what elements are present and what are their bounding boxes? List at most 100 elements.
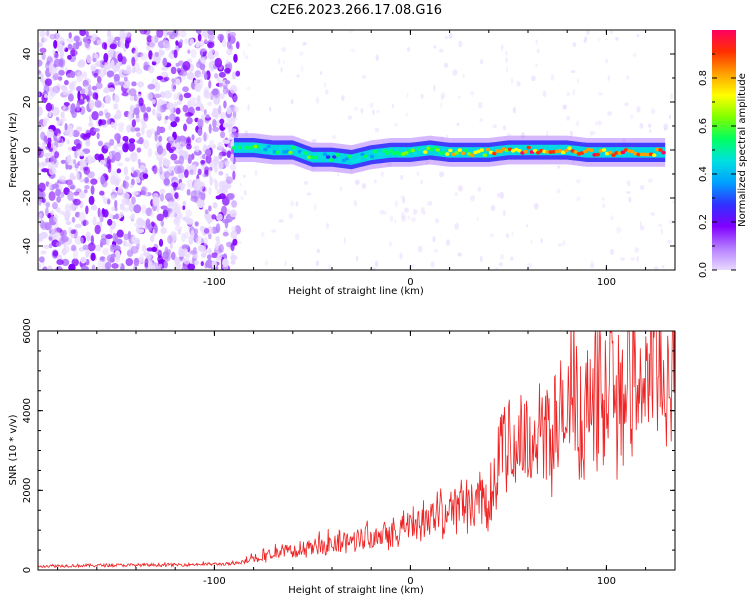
noise-speckle <box>129 95 135 101</box>
noise-speckle <box>112 232 117 243</box>
noise-speckle <box>93 128 100 133</box>
noise-speckle <box>173 102 178 109</box>
spectrogram-panel: -100 0 100 -40 -20 0 20 40 Height of straight l… <box>8 29 676 297</box>
noise-speckle <box>173 160 181 165</box>
noise-speckle <box>133 107 140 116</box>
ridge-point <box>551 149 557 154</box>
noise-speckle <box>203 236 208 246</box>
colorbar-tick-label: 0.6 <box>698 118 709 134</box>
faint-speckle <box>498 262 503 267</box>
noise-speckle <box>44 78 52 87</box>
noise-speckle <box>38 106 43 116</box>
noise-speckle <box>93 72 98 78</box>
noise-speckle <box>128 110 133 116</box>
faint-speckle <box>420 179 423 184</box>
noise-speckle <box>84 85 89 94</box>
x-tick-label: 0 <box>407 277 413 288</box>
x-tick-label: 0 <box>407 576 413 587</box>
noise-speckle <box>191 134 195 141</box>
noise-speckle <box>160 227 167 235</box>
ridge-point <box>416 147 422 151</box>
noise-speckle <box>66 37 74 44</box>
faint-speckle <box>389 241 392 247</box>
faint-speckle <box>391 103 395 109</box>
faint-speckle <box>672 200 675 204</box>
faint-speckle <box>602 203 606 209</box>
noise-speckle <box>184 38 190 45</box>
noise-speckle <box>230 259 236 265</box>
noise-speckle <box>125 257 134 267</box>
noise-speckle <box>187 49 191 54</box>
noise-speckle <box>143 251 149 257</box>
noise-speckle <box>131 119 137 128</box>
noise-speckle <box>197 118 204 129</box>
faint-speckle <box>476 216 479 222</box>
noise-speckle <box>214 73 219 79</box>
noise-speckle <box>179 69 188 77</box>
noise-speckle <box>214 180 219 190</box>
noise-speckle <box>222 86 229 95</box>
noise-speckle <box>187 154 193 165</box>
faint-speckle <box>433 248 438 253</box>
noise-speckle <box>146 44 151 52</box>
ridge-point <box>385 151 390 155</box>
ridge-point <box>263 147 268 152</box>
ridge-point <box>429 147 434 152</box>
noise-speckle <box>158 158 163 167</box>
noise-speckle <box>105 112 111 119</box>
faint-speckle <box>576 120 579 127</box>
noise-speckle <box>180 252 186 258</box>
faint-speckle <box>316 248 320 254</box>
faint-speckle <box>339 186 343 192</box>
faint-speckle <box>416 171 420 177</box>
y-tick-label: -40 <box>22 238 33 254</box>
faint-speckle <box>412 208 418 215</box>
noise-speckle <box>109 151 113 160</box>
faint-speckle <box>439 171 445 178</box>
noise-speckle <box>45 202 51 208</box>
noise-speckle <box>74 163 80 169</box>
noise-speckle <box>104 94 111 104</box>
noise-speckle <box>50 209 55 216</box>
faint-speckle <box>639 225 645 231</box>
noise-speckle <box>123 200 132 206</box>
faint-speckle <box>639 184 645 191</box>
noise-speckle <box>159 165 163 175</box>
noise-speckle <box>203 228 210 234</box>
faint-speckle <box>647 123 652 128</box>
noise-speckle <box>73 35 80 42</box>
noise-speckle <box>211 260 217 269</box>
noise-speckle <box>80 88 86 95</box>
faint-speckle <box>496 192 500 198</box>
noise-speckle <box>196 199 205 208</box>
noise-speckle <box>55 188 61 197</box>
noise-speckle <box>224 80 231 85</box>
noise-speckle <box>214 50 219 57</box>
faint-speckle <box>240 196 244 201</box>
noise-speckle <box>211 214 217 220</box>
noise-speckle <box>99 190 105 196</box>
noise-speckle <box>218 104 222 115</box>
noise-speckle <box>71 80 77 85</box>
ridge-point <box>278 146 284 150</box>
ridge-point <box>332 155 337 159</box>
noise-speckle <box>144 258 149 268</box>
noise-speckle <box>128 215 135 220</box>
noise-speckle <box>109 43 117 50</box>
faint-speckle <box>373 179 377 184</box>
noise-speckle <box>39 30 47 38</box>
faint-speckle <box>661 264 665 269</box>
faint-speckle <box>620 257 626 261</box>
faint-speckle <box>536 48 541 54</box>
faint-speckle <box>406 46 411 52</box>
noise-speckle <box>78 191 86 199</box>
faint-speckle <box>657 223 663 227</box>
faint-speckle <box>479 118 484 122</box>
faint-speckle <box>260 231 265 238</box>
noise-speckle <box>200 191 206 202</box>
noise-speckle <box>79 159 86 166</box>
faint-speckle <box>254 169 258 177</box>
noise-speckle <box>181 233 186 243</box>
colorbar-tick-label: 0.0 <box>698 262 709 278</box>
noise-speckle <box>173 93 178 101</box>
